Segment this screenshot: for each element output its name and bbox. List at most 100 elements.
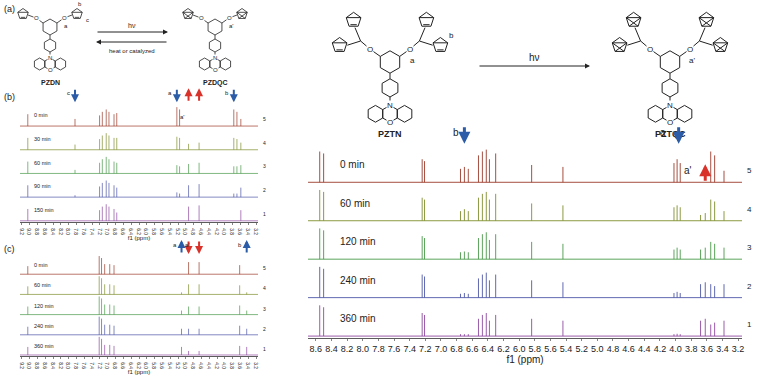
svg-text:3.2: 3.2 — [253, 362, 258, 369]
svg-text:5.6: 5.6 — [159, 362, 164, 369]
svg-text:O: O — [647, 45, 653, 54]
svg-text:8.2: 8.2 — [341, 344, 354, 354]
svg-text:a': a' — [180, 114, 184, 120]
svg-text:7.6: 7.6 — [388, 344, 401, 354]
svg-text:O: O — [34, 15, 39, 21]
svg-text:b: b — [238, 242, 242, 248]
svg-text:f1 (ppm): f1 (ppm) — [128, 369, 150, 375]
svg-text:5.8: 5.8 — [151, 362, 156, 369]
svg-text:O: O — [387, 118, 393, 127]
svg-text:5.2: 5.2 — [175, 362, 180, 369]
svg-text:9.2: 9.2 — [19, 228, 24, 235]
svg-text:5: 5 — [263, 265, 266, 271]
svg-text:4.2: 4.2 — [214, 362, 219, 369]
svg-text:6.6: 6.6 — [120, 362, 125, 369]
svg-text:8.6: 8.6 — [310, 344, 323, 354]
svg-text:8.0: 8.0 — [356, 344, 369, 354]
svg-text:4: 4 — [747, 205, 752, 214]
svg-text:5.6: 5.6 — [159, 228, 164, 235]
svg-text:4.4: 4.4 — [206, 228, 211, 235]
svg-text:PZDN: PZDN — [41, 79, 60, 86]
svg-text:0 min: 0 min — [34, 262, 47, 268]
svg-text:4.2: 4.2 — [654, 344, 667, 354]
svg-text:5.0: 5.0 — [182, 228, 187, 235]
svg-text:4.0: 4.0 — [221, 228, 226, 235]
svg-text:2: 2 — [263, 326, 266, 332]
svg-text:a': a' — [229, 23, 233, 29]
svg-text:6.6: 6.6 — [466, 344, 479, 354]
svg-text:N: N — [213, 55, 217, 61]
svg-text:6.4: 6.4 — [128, 228, 133, 235]
svg-text:9.0: 9.0 — [26, 362, 31, 369]
svg-text:4.6: 4.6 — [198, 228, 203, 235]
svg-text:360 min: 360 min — [34, 343, 54, 349]
svg-text:9.2: 9.2 — [19, 362, 24, 369]
svg-text:PZDQC: PZDQC — [203, 79, 228, 87]
svg-text:3.8: 3.8 — [229, 362, 234, 369]
svg-text:7.0: 7.0 — [104, 362, 109, 369]
svg-text:120 min: 120 min — [340, 236, 376, 247]
svg-text:PZTN: PZTN — [378, 129, 402, 139]
svg-text:4.8: 4.8 — [190, 362, 195, 369]
svg-text:240 min: 240 min — [34, 323, 54, 329]
svg-text:360 min: 360 min — [340, 313, 376, 324]
svg-text:3.6: 3.6 — [701, 344, 714, 354]
svg-text:c: c — [67, 90, 70, 96]
svg-text:a': a' — [684, 165, 692, 176]
svg-text:6.8: 6.8 — [112, 362, 117, 369]
svg-text:f1 (ppm): f1 (ppm) — [506, 354, 543, 365]
svg-text:0 min: 0 min — [340, 159, 364, 170]
svg-text:4.4: 4.4 — [638, 344, 651, 354]
svg-text:7.2: 7.2 — [419, 344, 432, 354]
svg-text:3: 3 — [263, 163, 266, 169]
svg-text:4: 4 — [263, 140, 266, 146]
svg-text:30 min: 30 min — [34, 136, 51, 142]
svg-text:a': a' — [185, 242, 189, 248]
svg-text:6.2: 6.2 — [136, 362, 141, 369]
svg-text:8.0: 8.0 — [65, 228, 70, 235]
svg-text:5.4: 5.4 — [167, 228, 172, 235]
svg-text:heat or catalyzed: heat or catalyzed — [109, 48, 155, 54]
svg-text:a: a — [64, 23, 68, 29]
svg-text:5.6: 5.6 — [544, 344, 557, 354]
svg-text:a: a — [410, 56, 415, 65]
svg-text:5: 5 — [263, 116, 266, 122]
svg-text:3.4: 3.4 — [716, 344, 729, 354]
svg-text:4.4: 4.4 — [206, 362, 211, 369]
svg-text:hν: hν — [128, 22, 136, 29]
svg-text:a: a — [173, 242, 177, 248]
svg-text:5.4: 5.4 — [560, 344, 573, 354]
svg-text:7.0: 7.0 — [435, 344, 448, 354]
svg-text:7.8: 7.8 — [372, 344, 385, 354]
svg-text:2: 2 — [747, 282, 752, 291]
svg-text:8.0: 8.0 — [65, 362, 70, 369]
svg-text:O: O — [199, 15, 204, 21]
svg-text:7.4: 7.4 — [403, 344, 416, 354]
svg-text:2: 2 — [263, 187, 266, 193]
svg-text:7.6: 7.6 — [81, 228, 86, 235]
svg-text:a: a — [168, 90, 172, 96]
svg-text:90 min: 90 min — [34, 183, 51, 189]
svg-text:6.2: 6.2 — [497, 344, 510, 354]
svg-text:3.8: 3.8 — [685, 344, 698, 354]
svg-text:5.0: 5.0 — [591, 344, 604, 354]
svg-text:O: O — [667, 118, 673, 127]
svg-text:O: O — [687, 45, 693, 54]
svg-text:0 min: 0 min — [34, 112, 47, 118]
svg-text:6.8: 6.8 — [450, 344, 463, 354]
svg-text:4.6: 4.6 — [622, 344, 635, 354]
svg-text:5: 5 — [747, 166, 752, 175]
svg-text:5.8: 5.8 — [151, 228, 156, 235]
svg-text:a: a — [660, 127, 666, 138]
svg-text:7.6: 7.6 — [81, 362, 86, 369]
svg-text:5.2: 5.2 — [175, 228, 180, 235]
svg-text:7.8: 7.8 — [73, 362, 78, 369]
svg-text:4.8: 4.8 — [190, 228, 195, 235]
svg-text:1: 1 — [263, 346, 266, 352]
svg-text:b: b — [225, 90, 229, 96]
svg-text:5.4: 5.4 — [167, 362, 172, 369]
svg-text:a': a' — [689, 56, 695, 65]
svg-text:O: O — [367, 45, 373, 54]
svg-text:O: O — [62, 15, 67, 21]
svg-text:3: 3 — [747, 243, 752, 252]
